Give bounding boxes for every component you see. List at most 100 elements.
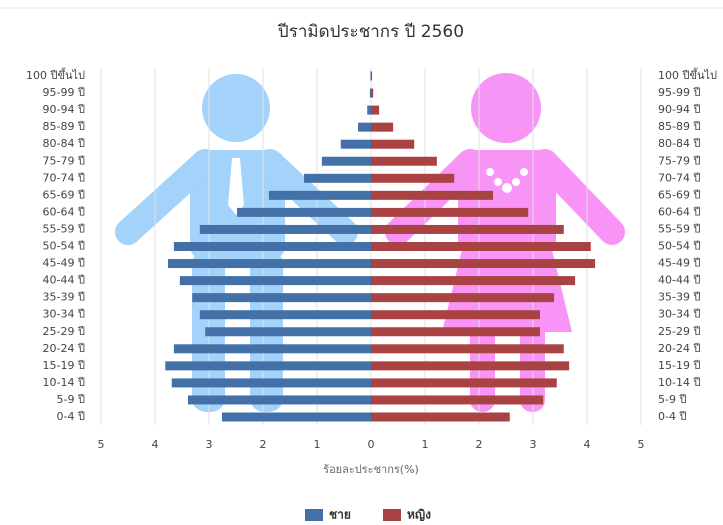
bar [168,259,371,268]
y-tick-label: 50-54 ปี [658,240,700,253]
chart-title: ปีรามิดประชากร ปี 2560 [277,22,464,42]
bar [205,327,371,336]
y-tick-label: 25-29 ปี [658,325,700,338]
legend-label: หญิง [407,508,431,522]
bar [371,140,414,149]
bar [371,191,493,200]
bar [371,276,575,285]
y-tick-label: 95-99 ปี [43,86,85,99]
x-tick-label: 0 [368,438,375,451]
bar [188,395,371,404]
bar [371,225,564,234]
bar [358,123,371,132]
bar [371,157,437,166]
chart: ปีรามิดประชากร ปี 2560 ร้อยละประชากร(%) … [0,0,723,521]
y-tick-label: 100 ปีขึ้นไป [658,67,717,82]
y-tick-label: 0-4 ปี [57,410,85,423]
bar [371,123,393,132]
bar [192,293,371,302]
x-tick-label: 5 [98,438,105,451]
bar [222,413,371,422]
bar [371,72,372,81]
y-tick-label: 45-49 ปี [43,257,85,270]
bar [269,191,371,200]
bar [367,106,371,115]
bar [371,378,557,387]
y-tick-label: 40-44 ปี [658,274,700,287]
bar [371,395,543,404]
bar [322,157,371,166]
y-tick-label: 75-79 ปี [43,154,85,167]
y-tick-label: 85-89 ปี [43,120,85,133]
bar [237,208,371,217]
x-tick-label: 4 [152,438,159,451]
bar [371,310,540,319]
bar [371,327,540,336]
x-tick-label: 5 [638,438,645,451]
y-tick-label: 0-4 ปี [658,410,686,423]
y-tick-label: 25-29 ปี [43,325,85,338]
y-tick-label: 10-14 ปี [43,376,85,389]
bar [341,140,371,149]
y-tick-label: 55-59 ปี [658,222,700,235]
y-tick-label: 20-24 ปี [658,342,700,355]
bar [371,208,528,217]
bar [371,89,373,98]
y-tick-label: 100 ปีขึ้นไป [26,67,85,82]
y-tick-label: 5-9 ปี [658,393,686,406]
bar [172,378,371,387]
y-tick-label: 60-64 ปี [658,205,700,218]
bar [371,174,454,183]
bar [174,344,371,353]
y-tick-label: 35-39 ปี [658,291,700,304]
bar [200,310,371,319]
y-tick-label: 50-54 ปี [43,240,85,253]
legend-swatch [383,509,401,521]
y-tick-label: 30-34 ปี [43,308,85,321]
legend-label: ชาย [329,508,351,522]
y-tick-label: 65-69 ปี [43,188,85,201]
bar [200,225,371,234]
y-tick-label: 75-79 ปี [658,154,700,167]
x-tick-label: 4 [584,438,591,451]
x-tick-label: 1 [314,438,321,451]
y-tick-label: 30-34 ปี [658,308,700,321]
bar [371,259,595,268]
x-tick-label: 2 [260,438,267,451]
y-tick-label: 5-9 ปี [57,393,85,406]
y-tick-label: 45-49 ปี [658,257,700,270]
y-tick-label: 10-14 ปี [658,376,700,389]
y-tick-label: 80-84 ปี [43,137,85,150]
y-tick-label: 95-99 ปี [658,86,700,99]
y-tick-label: 20-24 ปี [43,342,85,355]
bar [165,361,371,370]
legend-swatch [305,509,323,521]
bar [371,361,569,370]
y-tick-label: 55-59 ปี [43,222,85,235]
bar [304,174,371,183]
x-tick-label: 2 [476,438,483,451]
x-axis-title: ร้อยละประชากร(%) [323,463,419,476]
x-tick-label: 3 [530,438,537,451]
y-tick-label: 70-74 ปี [43,171,85,184]
bar [371,106,379,115]
y-tick-label: 35-39 ปี [43,291,85,304]
y-tick-label: 40-44 ปี [43,274,85,287]
bar [371,293,554,302]
y-tick-label: 15-19 ปี [658,359,700,372]
y-tick-label: 70-74 ปี [658,171,700,184]
bar [180,276,371,285]
x-tick-label: 3 [206,438,213,451]
y-tick-label: 60-64 ปี [43,205,85,218]
x-tick-label: 1 [422,438,429,451]
y-tick-label: 85-89 ปี [658,120,700,133]
bar [371,344,564,353]
bar [371,242,591,251]
y-tick-label: 90-94 ปี [658,103,700,116]
y-tick-label: 65-69 ปี [658,188,700,201]
y-tick-label: 90-94 ปี [43,103,85,116]
y-tick-label: 80-84 ปี [658,137,700,150]
bar [371,413,510,422]
bar [370,72,371,81]
bar [370,89,371,98]
